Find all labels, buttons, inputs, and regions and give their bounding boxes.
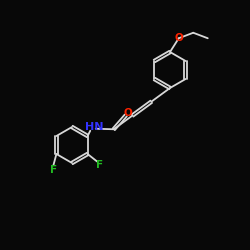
Text: O: O [174,33,183,43]
Text: O: O [123,108,132,118]
Text: F: F [96,160,103,170]
Text: F: F [50,165,57,175]
Text: HN: HN [85,122,104,132]
